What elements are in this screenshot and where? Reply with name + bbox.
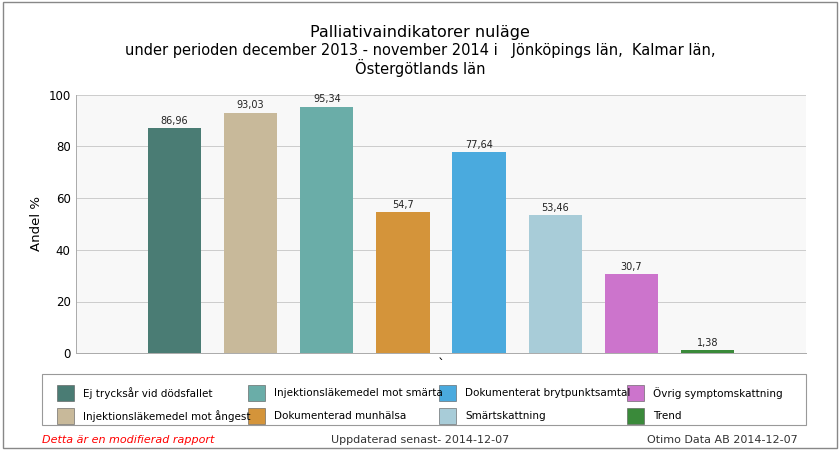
- Text: 53,46: 53,46: [541, 203, 569, 213]
- Text: 1,38: 1,38: [696, 338, 718, 347]
- X-axis label: Indikatorer: Indikatorer: [395, 380, 487, 396]
- Bar: [249, 385, 265, 401]
- Text: 54,7: 54,7: [392, 200, 414, 210]
- Text: Smärtskattning: Smärtskattning: [465, 411, 546, 421]
- Text: Injektionsläkemedel mot smärta: Injektionsläkemedel mot smärta: [275, 388, 444, 398]
- Text: Trend: Trend: [653, 411, 681, 421]
- Y-axis label: Andel %: Andel %: [30, 196, 43, 252]
- Bar: [300, 107, 354, 353]
- Bar: [627, 408, 643, 424]
- Bar: [627, 385, 643, 401]
- Bar: [148, 128, 202, 353]
- Text: Dokumenterat brytpunktsamtal: Dokumenterat brytpunktsamtal: [465, 388, 631, 398]
- Text: Otimo Data AB 2014-12-07: Otimo Data AB 2014-12-07: [648, 435, 798, 445]
- Text: 86,96: 86,96: [160, 116, 188, 126]
- Text: Injektionsläkemedel mot ångest: Injektionsläkemedel mot ångest: [83, 410, 251, 422]
- Bar: [376, 212, 429, 353]
- Bar: [439, 408, 456, 424]
- Text: Palliativaindikatorer nuläge: Palliativaindikatorer nuläge: [310, 25, 530, 40]
- Bar: [57, 385, 74, 401]
- Text: 95,34: 95,34: [313, 94, 341, 104]
- Text: Östergötlands län: Östergötlands län: [354, 59, 486, 77]
- Bar: [680, 350, 734, 353]
- Text: Övrig symptomskattning: Övrig symptomskattning: [653, 387, 782, 399]
- Bar: [605, 274, 658, 353]
- Text: 77,64: 77,64: [465, 140, 493, 150]
- Text: 30,7: 30,7: [621, 262, 642, 272]
- Bar: [224, 112, 277, 353]
- Text: under perioden december 2013 - november 2014 i   Jönköpings län,  Kalmar län,: under perioden december 2013 - november …: [125, 43, 715, 58]
- Bar: [57, 408, 74, 424]
- Text: Detta är en modifierad rapport: Detta är en modifierad rapport: [42, 435, 214, 445]
- Bar: [249, 408, 265, 424]
- Bar: [439, 385, 456, 401]
- Text: 93,03: 93,03: [237, 100, 265, 110]
- Bar: [453, 153, 506, 353]
- Bar: [528, 215, 582, 353]
- Text: Uppdaterad senast- 2014-12-07: Uppdaterad senast- 2014-12-07: [331, 435, 509, 445]
- Text: Ej trycksår vid dödsfallet: Ej trycksår vid dödsfallet: [83, 387, 213, 399]
- Text: Dokumenterad munhälsa: Dokumenterad munhälsa: [275, 411, 407, 421]
- FancyBboxPatch shape: [42, 374, 806, 425]
